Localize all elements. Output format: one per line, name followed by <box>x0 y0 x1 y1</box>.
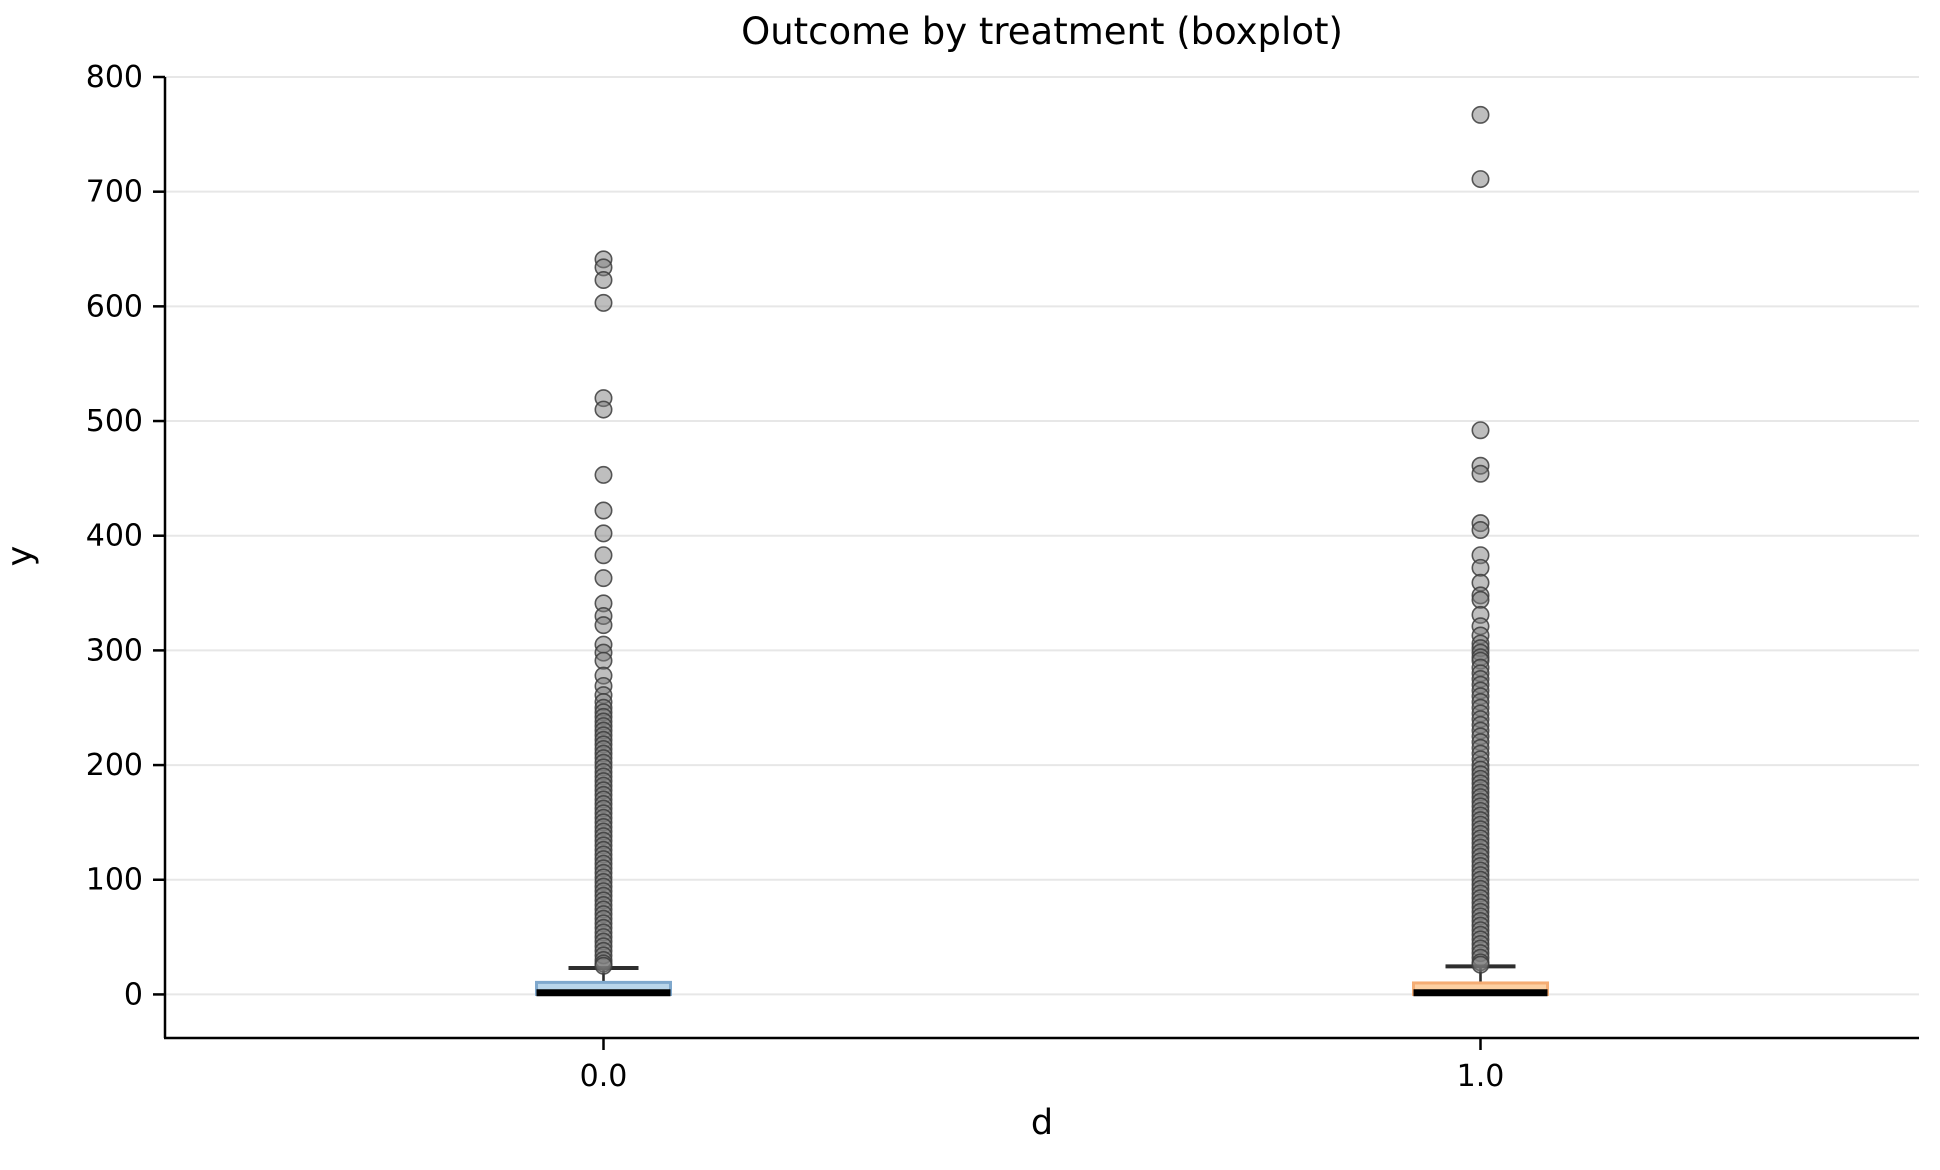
y-tick-label: 800 <box>86 60 143 95</box>
y-tick-label: 300 <box>86 633 143 668</box>
outlier-point <box>1471 558 1490 577</box>
y-axis-label: y <box>0 545 41 567</box>
outlier-point <box>594 546 613 565</box>
outlier-point <box>594 651 613 670</box>
outlier-point <box>1471 421 1490 440</box>
outlier-point <box>594 524 613 543</box>
outlier-point <box>594 501 613 520</box>
y-tick-label: 500 <box>86 404 143 439</box>
y-tick-label: 100 <box>86 863 143 898</box>
y-tick-label: 700 <box>86 175 143 210</box>
outlier-point <box>1471 955 1490 974</box>
y-tick-label: 200 <box>86 748 143 783</box>
outlier-point <box>1471 590 1490 609</box>
chart-title: Outcome by treatment (boxplot) <box>741 10 1343 53</box>
outlier-point <box>594 270 613 289</box>
x-tick-label: 0.0 <box>580 1059 628 1094</box>
outlier-point <box>594 569 613 588</box>
outlier-point <box>1471 170 1490 189</box>
y-tick-label: 400 <box>86 519 143 554</box>
outlier-point <box>1471 105 1490 124</box>
outlier-point <box>594 293 613 312</box>
outlier-point <box>594 616 613 635</box>
x-axis-label: d <box>1030 1103 1054 1143</box>
outlier-point <box>1471 520 1490 539</box>
y-tick-label: 600 <box>86 289 143 324</box>
outlier-point <box>1471 464 1490 483</box>
outlier-point <box>594 400 613 419</box>
y-tick-label: 0 <box>124 977 143 1012</box>
outlier-point <box>594 465 613 484</box>
outlier-point <box>594 956 613 975</box>
x-tick-label: 1.0 <box>1457 1059 1505 1094</box>
